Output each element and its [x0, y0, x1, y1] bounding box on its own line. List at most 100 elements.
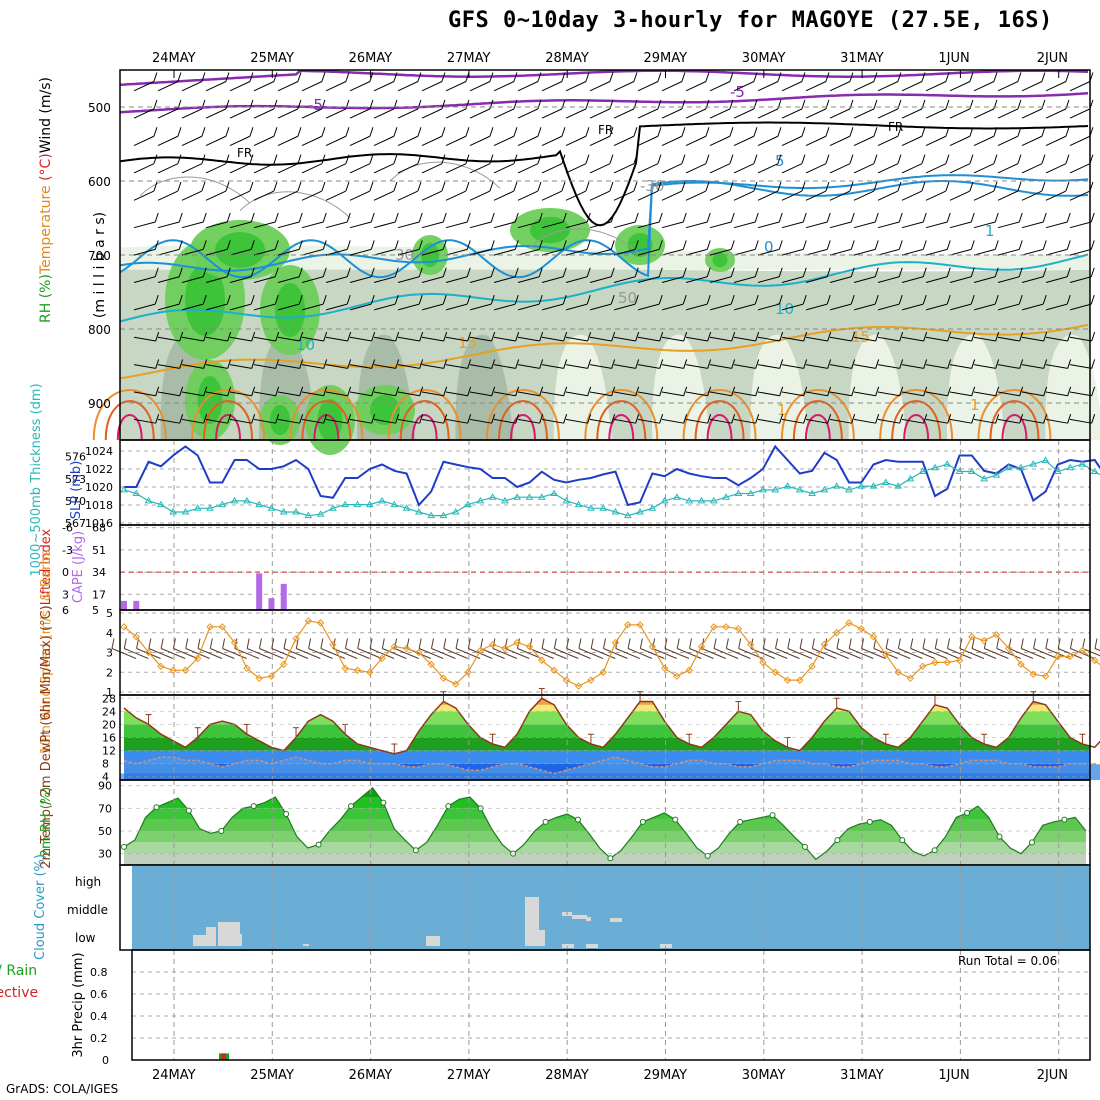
thickness-point — [623, 511, 632, 519]
wind-barb — [733, 364, 756, 369]
wind-barb-flag — [250, 294, 255, 305]
wind-barb-flag — [659, 359, 664, 369]
wind-barb-flag — [369, 181, 374, 192]
wind-barb-flag — [658, 212, 663, 223]
thickness-point — [439, 511, 448, 519]
wind-barb — [373, 391, 396, 397]
thickness-point — [132, 489, 141, 497]
wind-barb-flag — [681, 154, 686, 164]
wind-barb — [733, 221, 756, 229]
wind-barb-flag — [297, 181, 302, 192]
wind-barb — [973, 248, 996, 256]
wind-barb — [277, 391, 300, 397]
run-total-label: Run Total = 0.06 — [958, 954, 1057, 968]
rh-point — [769, 812, 776, 819]
wind10m-ylabel: 10m Wind Speed (m/s) & Barbs — [39, 549, 54, 754]
wind-barb — [973, 108, 995, 119]
wind-barb-flag — [275, 359, 280, 369]
upper-air-ylabel-part: RH (%) — [38, 274, 54, 323]
wind-barb — [853, 276, 876, 283]
wind-barb — [1069, 221, 1092, 229]
wind-barb-flag — [946, 267, 951, 277]
wind-barb-flag — [1091, 359, 1096, 369]
wind-barb — [973, 163, 995, 174]
wind-speed-point — [808, 662, 816, 671]
wind-barb-flag — [1066, 267, 1071, 277]
wind-barb-flag — [369, 99, 374, 110]
wind-barb-flag — [226, 240, 231, 250]
rh-point — [964, 809, 971, 816]
wind-barb — [541, 336, 564, 342]
wind-barb-flag — [321, 181, 326, 192]
temp-contour-surface — [215, 414, 242, 441]
cloud-thin-block — [572, 915, 587, 919]
wind-barb-flag — [490, 212, 495, 223]
wind-barb — [445, 108, 467, 119]
wind-barb — [661, 190, 683, 201]
temp-tick-label: 20 — [102, 718, 116, 731]
thickness-point — [1078, 460, 1087, 467]
wind-barb — [157, 190, 179, 201]
wind-barb — [661, 135, 683, 147]
temp-contour-surface — [792, 400, 843, 441]
wind-speed-point — [255, 674, 263, 682]
wind-barb-flag — [1090, 240, 1095, 250]
wind-barb — [133, 163, 155, 174]
wind-barb-flag — [154, 212, 159, 223]
wind-barb-flag — [250, 212, 255, 223]
temp-contour-surface — [116, 414, 143, 441]
wind-barb — [445, 248, 468, 256]
thickness-point — [648, 504, 657, 511]
wind-barb-flag — [849, 72, 854, 82]
wind-barb-flag — [1019, 414, 1024, 424]
wind10m-barb-flag — [627, 638, 631, 649]
wind-barb — [1045, 108, 1067, 119]
wind-barb — [709, 190, 731, 201]
wind-barb — [637, 108, 659, 119]
wind10m-barb-flag — [222, 638, 226, 649]
wind-barb-flag — [489, 181, 494, 192]
wind-barb — [517, 276, 540, 283]
wind-barb-flag — [419, 359, 424, 369]
rh-point — [121, 843, 127, 850]
wind10m-barb — [320, 648, 346, 659]
wind-barb — [709, 364, 732, 369]
wind-barb-flag — [153, 154, 158, 164]
date-label-bottom: 31MAY — [840, 1068, 884, 1083]
rh-moist-core — [712, 252, 728, 268]
wind-barb-flag — [297, 72, 302, 82]
wind-barb — [229, 276, 252, 283]
wind-barb-flag — [153, 127, 158, 137]
wind-barb-flag — [825, 154, 830, 164]
wind-barb-flag — [153, 72, 158, 82]
wind10m-barb-flag — [430, 638, 434, 649]
wind-barb-flag — [251, 359, 256, 369]
wind-speed-point — [648, 642, 657, 651]
wind-barb — [469, 108, 491, 119]
wind-barb-flag — [443, 331, 448, 342]
wind-barb — [205, 336, 228, 342]
wind-barb-flag — [899, 359, 904, 369]
wind10m-barb — [885, 648, 911, 659]
contour-label: 15 — [851, 328, 870, 346]
wind-barb — [997, 108, 1019, 119]
wind-barb-flag — [850, 212, 855, 223]
wind10m-barb — [173, 648, 198, 659]
wind10m-barb — [922, 648, 948, 659]
wind-barb — [469, 135, 491, 147]
wind10m-barb-flag — [787, 638, 791, 649]
wind10m-barb — [603, 648, 628, 659]
temp-tick-label: 8 — [102, 758, 109, 771]
wind-barb-flag — [201, 154, 206, 164]
wind-barb-flag — [947, 359, 952, 369]
wind-barb — [781, 108, 803, 119]
wind-barb — [829, 248, 852, 256]
wind10m-barb-flag — [713, 638, 717, 649]
temp-tick-label: 24 — [102, 705, 116, 718]
wind-barb-flag — [203, 331, 208, 342]
wind-barb-flag — [227, 386, 232, 396]
wind10m-barb — [394, 648, 419, 659]
wind-barb — [469, 418, 492, 424]
date-label-bottom: 25MAY — [250, 1068, 294, 1083]
